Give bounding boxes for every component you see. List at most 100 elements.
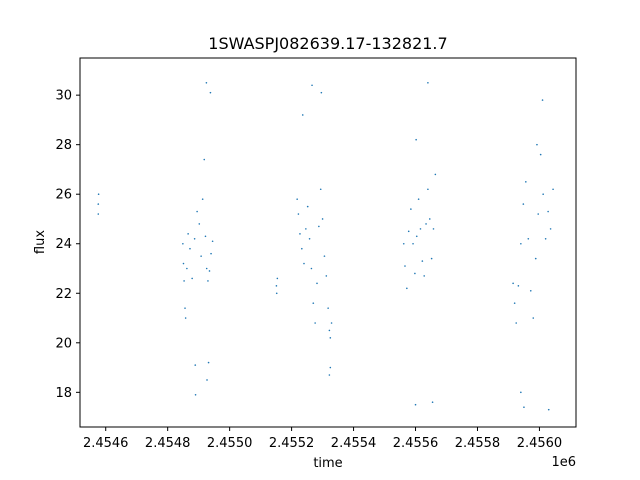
data-point (306, 205, 309, 208)
data-point (296, 198, 298, 200)
data-point (183, 280, 185, 282)
data-point (427, 188, 429, 191)
data-point (208, 270, 211, 272)
data-point (542, 193, 544, 196)
data-point (184, 307, 186, 309)
data-point (308, 237, 311, 240)
data-points (97, 81, 554, 411)
data-point (515, 322, 518, 324)
data-point (311, 84, 313, 87)
y-tick-label: 18 (55, 386, 72, 401)
data-point (187, 233, 189, 235)
data-point (200, 255, 202, 257)
data-point (305, 228, 307, 230)
data-point (186, 267, 188, 270)
data-point (328, 374, 331, 376)
data-point (520, 391, 522, 394)
data-point (414, 403, 417, 406)
data-point (301, 114, 304, 116)
data-point (512, 282, 514, 285)
data-point (301, 247, 303, 250)
data-point (193, 237, 196, 240)
data-point (314, 322, 316, 324)
data-point (539, 153, 542, 156)
data-point (415, 138, 417, 141)
data-point (205, 267, 208, 270)
data-point (552, 188, 554, 191)
data-point (206, 379, 208, 381)
data-point (209, 91, 212, 94)
chart-title: 1SWASPJ082639.17-132821.7 (208, 34, 447, 53)
data-point (182, 242, 184, 245)
data-point (275, 285, 278, 287)
data-point (547, 210, 549, 213)
data-point (97, 193, 100, 196)
data-point (196, 210, 198, 213)
data-point (321, 218, 324, 220)
data-point (421, 260, 424, 262)
data-point (431, 401, 434, 404)
data-point (432, 228, 435, 230)
data-point (544, 237, 547, 240)
data-point (327, 307, 329, 309)
data-point (406, 287, 408, 290)
data-point (320, 91, 323, 94)
data-point (428, 218, 431, 220)
y-axis-ticks: 18 20 22 24 26 28 30 (55, 89, 80, 401)
data-point (97, 213, 100, 215)
x-tick-label: 2.4552 (269, 436, 315, 451)
data-point (297, 213, 300, 215)
data-point (310, 267, 313, 270)
data-point (204, 235, 207, 238)
data-point (423, 275, 425, 277)
data-point (523, 406, 525, 408)
data-point (330, 322, 333, 324)
data-point (323, 255, 326, 257)
y-tick-label: 30 (55, 89, 72, 104)
data-point (189, 247, 191, 250)
data-point (532, 317, 535, 319)
data-point (536, 143, 538, 146)
data-point (303, 262, 305, 265)
x-tick-label: 2.4560 (517, 436, 563, 451)
data-point (534, 257, 537, 260)
x-tick-label: 2.4548 (145, 436, 191, 451)
data-point (325, 275, 328, 277)
data-point (299, 233, 301, 235)
data-point (207, 361, 210, 364)
data-point (316, 282, 318, 285)
data-point (419, 228, 422, 230)
data-point (430, 257, 433, 260)
data-point (194, 394, 197, 396)
data-point (329, 337, 332, 339)
data-point (191, 277, 193, 280)
data-point (527, 237, 530, 240)
data-point (319, 188, 322, 191)
data-point (402, 242, 405, 245)
data-point (412, 242, 414, 245)
data-point (275, 292, 278, 295)
data-point (182, 262, 185, 265)
data-point (329, 366, 332, 369)
data-point (207, 280, 209, 282)
x-tick-label: 2.4558 (455, 436, 501, 451)
data-point (184, 317, 187, 319)
data-point (318, 225, 320, 228)
data-point (537, 213, 539, 215)
data-point (549, 228, 552, 230)
data-point (407, 230, 410, 233)
data-point (513, 302, 516, 304)
data-point (417, 198, 420, 200)
data-point (525, 181, 527, 183)
x-tick-label: 2.4556 (393, 436, 439, 451)
data-point (547, 408, 550, 411)
data-point (194, 364, 197, 366)
data-point (404, 265, 406, 267)
data-point (97, 203, 100, 205)
data-point (434, 173, 437, 176)
x-axis-offset-label: 1e6 (551, 455, 576, 470)
x-axis-ticks: 2.4546 2.4548 2.4550 2.4552 2.4554 2.4556 2.45… (83, 427, 562, 451)
plot-frame (79, 57, 577, 428)
